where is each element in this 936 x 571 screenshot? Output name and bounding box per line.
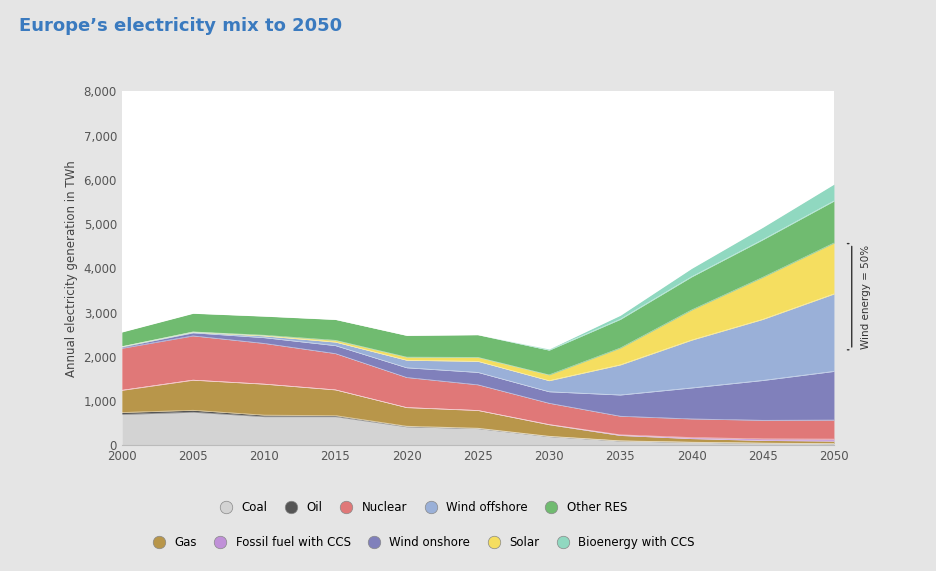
Legend: Gas, Fossil fuel with CCS, Wind onshore, Solar, Bioenergy with CCS: Gas, Fossil fuel with CCS, Wind onshore,… [147,536,695,549]
Text: Europe’s electricity mix to 2050: Europe’s electricity mix to 2050 [19,17,342,35]
Text: Wind energy = 50%: Wind energy = 50% [860,244,870,349]
Y-axis label: Annual electricity generation in TWh: Annual electricity generation in TWh [65,160,78,377]
